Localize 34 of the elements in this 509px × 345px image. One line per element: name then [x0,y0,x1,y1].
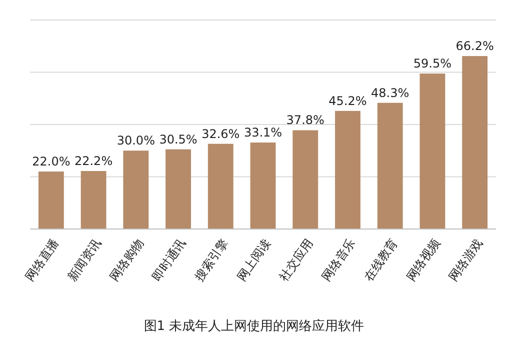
x-tick-label: 网络购物 [107,236,146,284]
bar [462,56,488,229]
bar [38,172,64,229]
data-label: 22.0% [32,154,70,169]
bar [292,130,318,229]
data-label: 22.2% [74,154,113,168]
bar [208,144,234,229]
data-label: 37.8% [286,113,324,128]
data-label: 66.2% [456,39,494,54]
data-label: 45.2% [328,94,367,108]
x-tick-label: 网络音乐 [319,236,358,284]
x-tick-label: 网络游戏 [446,236,486,284]
data-label: 59.5% [413,56,452,71]
data-label: 48.3% [371,86,410,100]
data-label: 32.6% [202,126,240,141]
bar [80,171,106,229]
data-label: 30.0% [116,134,155,148]
bar [420,74,446,229]
bar [335,110,360,229]
data-label: 30.5% [159,132,198,146]
bar [166,149,191,229]
x-tick-label: 社交应用 [276,236,316,284]
text: 图1 未成年人上网使用的网络应用软件 [144,318,364,334]
x-tick-label: 网上阅读 [234,236,274,284]
bar [250,142,276,229]
x-tick-label: 搜索引擎 [192,236,231,284]
x-tick-label: 在线教育 [361,236,400,284]
x-tick-label: 网络直播 [22,236,62,284]
bar [377,102,403,229]
x-tick-label: 新闻资讯 [64,236,104,284]
data-label: 33.1% [244,126,282,140]
bar [123,150,149,229]
x-tick-label: 网络视频 [404,236,443,284]
x-tick-label: 即时通讯 [150,236,189,284]
